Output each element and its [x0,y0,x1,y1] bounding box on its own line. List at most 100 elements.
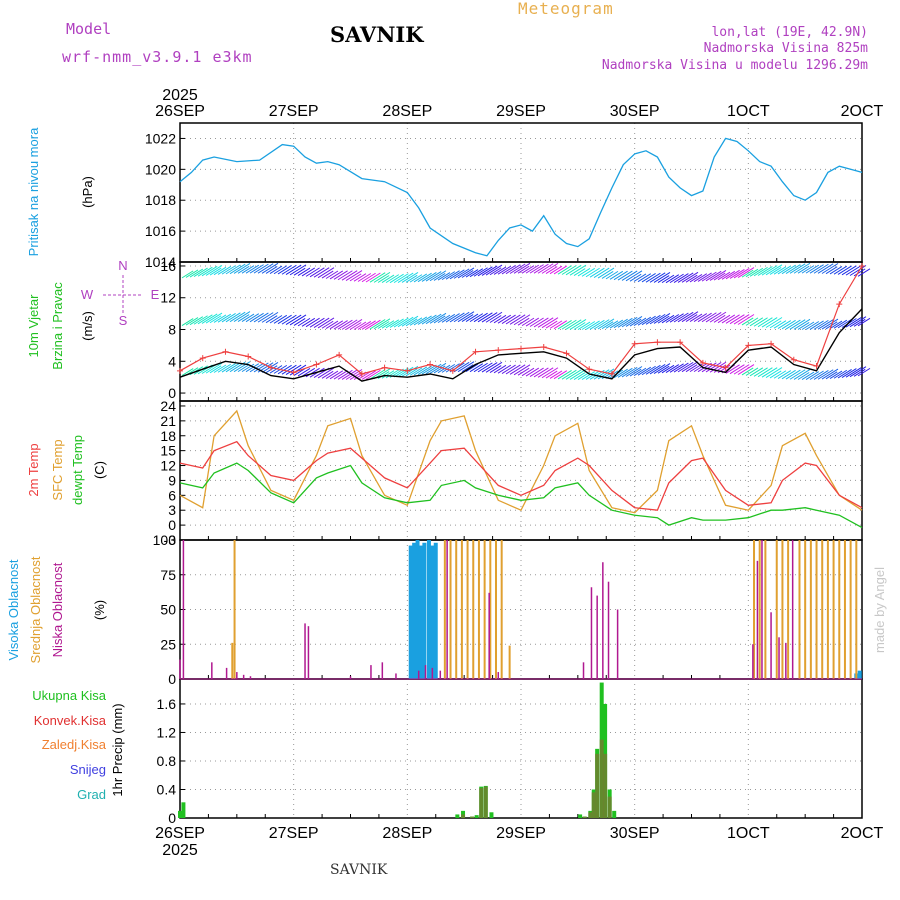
wind-barb [849,265,867,276]
wind-barb [285,264,302,275]
cloud-bar-1 [460,540,463,679]
wind-barb [185,317,199,326]
wind-barb [545,320,558,329]
precip-total-bar [181,802,186,818]
wind-barb [537,367,554,378]
y-tick-label: 0.8 [157,753,177,769]
wind-barb [729,364,745,375]
wind-barb [193,267,208,278]
wind-barb [745,317,759,326]
y-tick-label: 1.6 [157,696,177,712]
wind-barb [417,315,432,325]
wind-barb [677,311,694,323]
wind-barb [841,368,857,378]
y-tick-label: 4 [168,353,176,369]
wind-barb [669,313,684,323]
wind-barb [313,267,330,278]
wind-barb [489,267,502,276]
wind-barb [365,319,381,330]
wind-barb [705,270,722,282]
x-date-label-top: 2OCT [841,103,884,120]
cloud-bar-0 [426,540,431,679]
wind-barb [485,361,503,373]
wind-barb [501,314,516,324]
wind-barb [693,313,708,323]
wind-barb [289,314,307,326]
cloud-bar-2 [607,581,610,679]
wind-barb [465,269,479,278]
precip-total-bar [178,810,182,818]
wind-barb [669,273,684,284]
wind-barb [553,265,568,275]
cloud-bar-1 [855,540,858,679]
wind-barb [813,319,829,330]
wind-barb [409,317,423,326]
cloud-bar-1 [233,540,236,679]
x-date-label-bottom: 1OCT [727,825,770,842]
compass-cross [103,275,143,315]
wind-barb [225,312,241,323]
wind-barb [645,272,661,283]
wind-barb [561,265,577,275]
wind-barb [637,366,652,376]
wind-barb [665,274,680,284]
wind-barb [609,270,624,280]
wind-barb [681,271,699,283]
wind-gust-marker [677,339,684,346]
precip-conv-bar [607,796,612,818]
wind-barb [393,273,409,284]
wind-barb [181,270,194,279]
y-tick-label: 1018 [145,192,176,208]
wind-barb [833,319,848,329]
wind-barb [329,320,344,330]
wind-barb [345,319,363,330]
wind-gust-marker [199,355,206,362]
wind-barb [805,371,820,380]
wind-barb [469,313,484,323]
wind-barb [829,320,843,329]
wind-barb [645,364,661,375]
wind-barb [525,317,540,327]
wind-barb [573,372,586,380]
x-date-label-bottom: 29SEP [496,825,546,842]
wind-barb [361,370,376,380]
wind-gust-marker [836,301,843,308]
y-tick-label: 16 [160,258,176,274]
wind-gust-marker [699,359,706,366]
y-tick-label: 21 [160,413,176,429]
wind-barb [489,365,502,373]
wind-barb [357,273,372,282]
wind-barb [617,270,633,281]
wind-barb [589,267,605,278]
wind-barb [517,265,530,274]
wind-barb [661,364,675,374]
wind-barb [729,314,745,325]
wind-barb [717,314,731,324]
wind-barb [657,365,670,374]
wind-barb [337,270,353,281]
wind-barb [765,367,783,378]
wind-barb [785,369,801,380]
wind-barb [545,370,558,379]
wind-barb [457,311,475,323]
wind-barb [333,270,348,280]
cloud-bar-1 [494,540,497,679]
wind-barb [557,370,572,380]
wind-barb [313,317,330,328]
wind-barb [301,267,316,277]
wind-barb [677,361,694,373]
wind-barb [481,362,498,373]
wind-barb [493,266,507,275]
wind-barb [541,367,559,379]
precip-legend-1: Konvek.Kisa [34,713,107,728]
wind-barb [297,367,311,377]
wind-barb [245,264,260,274]
wind-barb [489,315,502,323]
wind-barb [497,265,512,275]
wind-barb [461,270,474,278]
wind-barb [757,317,773,328]
chart-kind-label: Meteogram [518,0,614,18]
wind-barb [353,321,367,330]
y-tick-label: 1020 [145,161,176,177]
wind-title-line2: Brzina i Pravac [50,282,65,370]
